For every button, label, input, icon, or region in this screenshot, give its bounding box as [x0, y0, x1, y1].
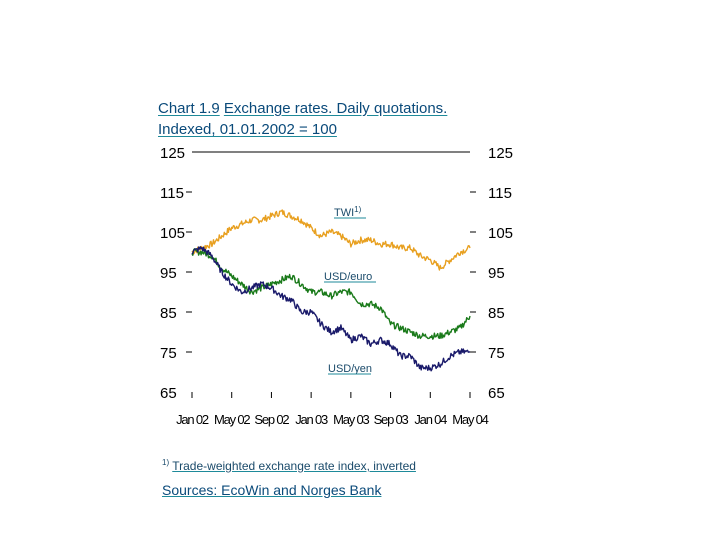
x-tick-label: May 03 [333, 412, 369, 427]
y-tick-label-left: 115 [160, 185, 184, 202]
y-tick-label-right: 115 [488, 185, 512, 202]
y-tick-label-left: 85 [160, 305, 177, 322]
y-tick-label-left: 125 [160, 145, 185, 162]
footnote: 1) Trade-weighted exchange rate index, i… [162, 458, 416, 473]
series-label-twi: TWI1) [334, 205, 362, 219]
series-line-3 [191, 246, 471, 372]
chart-title-prefix: Chart 1.9 [158, 100, 220, 117]
footnote-mark: 1) [162, 458, 170, 467]
x-tick-label: Sep 03 [374, 412, 409, 427]
series-label-usd-euro: USD/euro [324, 271, 372, 283]
sources-text: Sources: EcoWin and Norges Bank [162, 482, 382, 498]
y-tick-label-right: 75 [488, 345, 505, 362]
x-tick-label: Jan 03 [295, 412, 328, 427]
y-tick-label-right: 85 [488, 305, 505, 322]
y-tick-label-right: 125 [488, 145, 513, 162]
chart-title: Chart 1.9 Exchange rates. Daily quotatio… [158, 98, 488, 140]
y-tick-label-left: 65 [160, 385, 177, 402]
y-tick-label-right: 65 [488, 385, 505, 402]
y-tick-label-right: 105 [488, 225, 513, 242]
x-tick-label: Sep 02 [254, 412, 289, 427]
series-line-1 [191, 209, 471, 271]
y-tick-label-right: 95 [488, 265, 505, 282]
series-label-usd-yen: USD/yen [328, 363, 372, 375]
x-tick-label: Jan 04 [414, 412, 447, 427]
series-line-2 [191, 248, 471, 340]
y-tick-label-left: 105 [160, 225, 185, 242]
x-tick-label: May 04 [452, 412, 488, 427]
footnote-text: Trade-weighted exchange rate index, inve… [172, 459, 416, 473]
y-tick-label-left: 75 [160, 345, 177, 362]
chart-title-text: Exchange rates. Daily quotations. Indexe… [158, 100, 448, 138]
y-tick-label-left: 95 [160, 265, 177, 282]
x-tick-label: Jan 02 [176, 412, 209, 427]
x-tick-label: May 02 [214, 412, 250, 427]
